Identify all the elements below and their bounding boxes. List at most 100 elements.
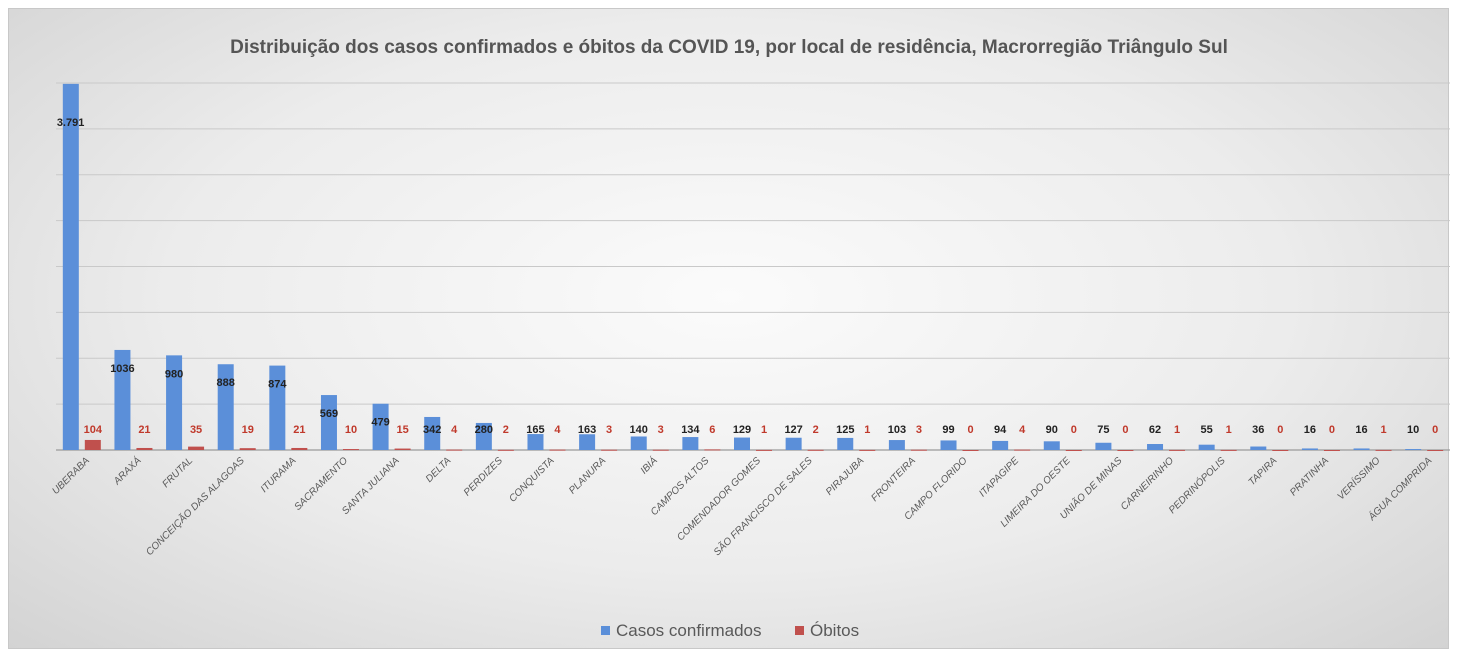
legend: Casos confirmados Óbitos xyxy=(601,621,859,640)
chart-title: Distribuição dos casos confirmados e óbi… xyxy=(230,37,1228,58)
bar-obitos xyxy=(1427,450,1444,451)
data-label-casos: 90 xyxy=(1046,424,1058,436)
bar-obitos xyxy=(549,449,566,451)
data-label-casos: 16 xyxy=(1304,424,1316,436)
category-label: FRONTEIRA xyxy=(869,455,918,504)
category-label: UBERABA xyxy=(50,455,92,497)
legend-swatch-casos xyxy=(601,626,610,635)
legend-label-casos: Casos confirmados xyxy=(616,621,762,640)
data-label-casos: 10 xyxy=(1407,424,1419,436)
bar-casos xyxy=(682,437,699,450)
data-label-obitos: 0 xyxy=(967,424,973,436)
bar-casos xyxy=(372,403,389,450)
data-label-casos: 94 xyxy=(994,424,1007,436)
bar-casos xyxy=(785,437,802,450)
legend-label-obitos: Óbitos xyxy=(810,621,859,640)
bar-obitos xyxy=(1220,449,1237,451)
bar-casos xyxy=(992,440,1009,450)
bar-obitos xyxy=(1065,450,1082,451)
bar-obitos xyxy=(756,449,772,451)
data-label-casos: 127 xyxy=(784,424,802,436)
bar-casos xyxy=(424,416,441,450)
bar-casos xyxy=(630,436,647,450)
bar-obitos xyxy=(807,449,824,451)
data-label-casos: 75 xyxy=(1097,424,1109,436)
data-label-obitos: 0 xyxy=(1329,424,1335,436)
bar-casos xyxy=(1147,444,1164,450)
category-label: COMENDADOR GOMES xyxy=(675,455,763,543)
bar-obitos xyxy=(1272,450,1289,451)
bar-obitos xyxy=(188,446,205,450)
category-label: CONCEIÇÃO DAS ALAGOAS xyxy=(143,454,247,558)
bar-casos xyxy=(1405,449,1422,451)
bar-obitos xyxy=(136,447,153,450)
bar-casos xyxy=(579,434,596,450)
data-label-casos: 55 xyxy=(1201,424,1213,436)
data-label-obitos: 4 xyxy=(1019,424,1026,436)
bar-casos xyxy=(940,440,957,450)
bar-casos xyxy=(837,437,854,450)
data-label-casos: 99 xyxy=(942,424,954,436)
data-label-casos: 129 xyxy=(733,424,751,436)
data-label-casos: 980 xyxy=(165,368,183,380)
data-label-obitos: 15 xyxy=(396,424,408,436)
bar-obitos xyxy=(497,449,514,451)
data-label-obitos: 1 xyxy=(1174,424,1180,436)
bar-obitos xyxy=(704,449,721,451)
bar-casos xyxy=(1353,448,1370,450)
data-label-obitos: 0 xyxy=(1277,424,1283,436)
category-label: VERÍSSIMO xyxy=(1334,454,1383,503)
data-label-casos: 165 xyxy=(526,424,544,436)
data-label-casos: 36 xyxy=(1252,424,1264,436)
data-label-casos: 3.791 xyxy=(57,117,85,129)
data-label-casos: 16 xyxy=(1355,424,1367,436)
data-label-casos: 1036 xyxy=(110,363,134,375)
bar-obitos xyxy=(1117,450,1134,451)
data-label-obitos: 2 xyxy=(813,424,819,436)
data-label-obitos: 3 xyxy=(916,424,922,436)
category-label: PERDIZES xyxy=(462,455,505,498)
bar-casos xyxy=(269,365,286,450)
data-label-casos: 125 xyxy=(836,424,854,436)
bar-chart: Distribuição dos casos confirmados e óbi… xyxy=(50,37,1450,640)
bar-casos xyxy=(114,349,131,450)
category-label: SÃO FRANCISCO DE SALES xyxy=(710,454,815,559)
data-label-casos: 888 xyxy=(217,377,235,389)
gridlines xyxy=(56,82,1450,451)
bar-obitos xyxy=(859,449,876,451)
data-label-obitos: 10 xyxy=(345,424,357,436)
bar-obitos xyxy=(1169,449,1186,451)
bar-casos xyxy=(1301,448,1318,450)
data-label-casos: 163 xyxy=(578,424,596,436)
category-label: FRUTAL xyxy=(160,455,195,490)
bar-obitos xyxy=(652,449,669,451)
category-label: ITAPAGIPE xyxy=(977,455,1021,499)
bars xyxy=(62,83,1444,451)
data-label-obitos: 1 xyxy=(1380,424,1386,436)
bar-obitos xyxy=(1323,450,1340,451)
bar-obitos xyxy=(910,449,927,451)
data-label-obitos: 0 xyxy=(1122,424,1128,436)
bar-obitos xyxy=(291,447,308,450)
data-label-casos: 62 xyxy=(1149,424,1161,436)
data-label-obitos: 21 xyxy=(138,424,150,436)
data-label-obitos: 0 xyxy=(1071,424,1077,436)
data-label-obitos: 3 xyxy=(658,424,664,436)
category-label: ITURAMA xyxy=(259,455,299,495)
bar-casos xyxy=(166,355,183,450)
bar-obitos xyxy=(394,448,411,450)
bar-casos xyxy=(217,364,234,450)
bar-obitos xyxy=(1375,449,1392,451)
data-label-obitos: 6 xyxy=(709,424,715,436)
data-label-casos: 874 xyxy=(268,379,287,391)
data-label-obitos: 1 xyxy=(1226,424,1232,436)
data-label-obitos: 0 xyxy=(1432,424,1438,436)
bar-casos xyxy=(1043,441,1060,450)
data-label-casos: 479 xyxy=(371,417,389,429)
bar-obitos xyxy=(239,448,256,450)
bar-casos xyxy=(1095,442,1112,450)
category-label: CONQUISTA xyxy=(507,455,557,505)
category-label: DELTA xyxy=(424,455,454,485)
